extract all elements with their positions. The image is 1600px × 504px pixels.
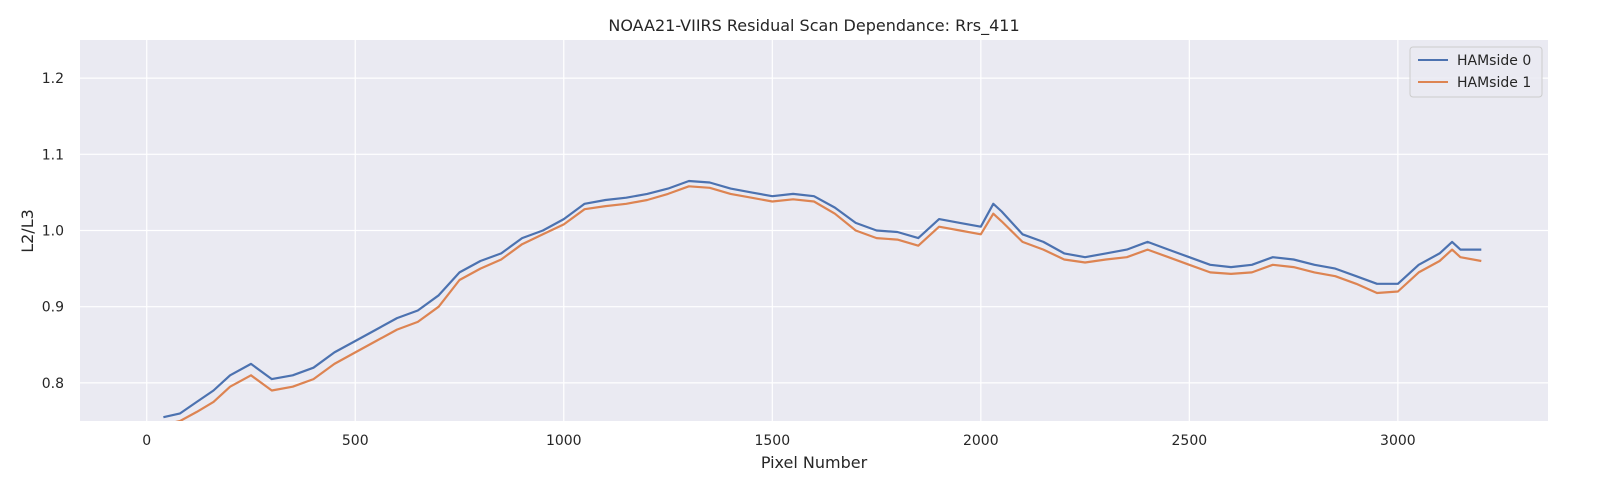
x-tick-label: 2500 [1172,433,1208,449]
legend-label-hamside-0: HAMside 0 [1457,53,1531,69]
x-axis-label: Pixel Number [761,453,868,472]
legend-label-hamside-1: HAMside 1 [1457,75,1531,91]
x-tick-label: 3000 [1380,433,1416,449]
legend: HAMside 0 HAMside 1 [1410,47,1542,97]
x-tick-label: 1000 [546,433,582,449]
x-tick-label: 1500 [754,433,790,449]
y-axis-label: L2/L3 [18,209,37,253]
chart-title: NOAA21-VIIRS Residual Scan Dependance: R… [608,16,1019,36]
x-tick-labels: 0 500 1000 1500 2000 2500 3000 [142,433,1415,449]
x-tick-label: 2000 [963,433,999,449]
y-tick-labels: 0.8 0.9 1.0 1.1 1.2 [42,71,64,392]
x-tick-label: 500 [342,433,369,449]
x-tick-label: 0 [142,433,151,449]
y-tick-label: 0.8 [42,376,64,392]
y-tick-label: 1.0 [42,224,64,240]
y-tick-label: 1.2 [42,71,64,87]
y-tick-label: 0.9 [42,300,64,316]
y-tick-label: 1.1 [42,147,64,163]
